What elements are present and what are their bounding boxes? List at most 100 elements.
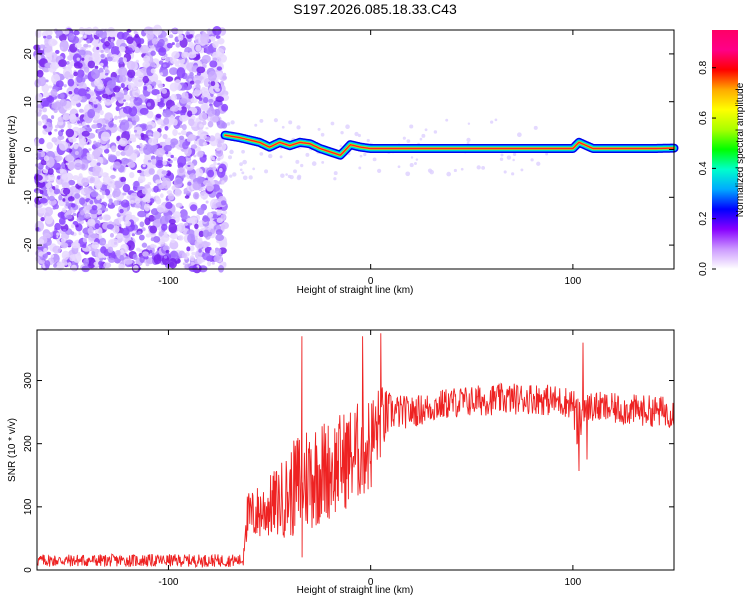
spectrogram-noise-dot [52,235,57,240]
spectrogram-noise-dot [155,113,162,119]
spectrogram-noise-dot [184,146,192,157]
spectrogram-noise-dot [168,218,176,225]
spectrogram-noise-dot [133,129,137,133]
spectrogram-faint-dot [545,152,549,156]
spectrogram-noise-dot [74,162,82,171]
spectrogram-noise-dot [129,200,135,204]
spectrogram-noise-dot [58,194,63,201]
spectrogram-noise-dot [204,241,211,247]
spectrogram-noise-dot [161,255,170,266]
spectrogram-noise-dot [207,260,212,267]
spectrogram-noise-dot [104,72,109,76]
spectrogram-noise-dot [54,128,58,132]
snr-x-label: Height of straight line (km) [297,585,414,596]
spectrogram-faint-dot [333,177,337,181]
spectrogram-noise-dot [212,57,218,62]
spectrogram-noise-dot [152,130,160,139]
spectrogram-noise-dot [82,243,87,248]
spectrogram-noise-dot [150,145,158,153]
spectrogram-noise-dot [89,159,98,168]
spectrogram-noise-dot [177,155,187,167]
spectrogram-noise-dot [219,168,223,173]
spectrogram-noise-dot [72,212,77,216]
spectrogram-noise-dot [69,113,77,124]
spectrogram-noise-dot [216,147,221,151]
spectrogram-noise-dot [73,71,78,77]
spectrogram-noise-dot [153,254,162,265]
spectrogram-noise-dot [158,38,165,47]
spectrogram-noise-dot [150,61,156,68]
spectrogram-noise-dot [96,162,101,167]
spectrogram-noise-dot [45,182,52,189]
spectrogram-noise-dot [216,166,226,178]
spectrogram-noise-dot [214,248,222,255]
spectrogram-noise-dot [186,246,191,252]
spectrogram-y-ticks: -20 -10 0 10 20 [23,48,674,252]
spectrogram-noise-dot [60,93,65,99]
spectrogram-noise-dot [69,254,75,262]
spectrogram-noise-dot [37,207,46,214]
spectrogram-noise-dot [212,25,222,36]
spectrogram-noise-dot [52,245,62,254]
spectrogram-noise-dot [60,129,65,133]
spectrogram-noise-dot [222,210,228,215]
spectrogram-faint-dot [402,136,406,140]
spectrogram-noise-dot [124,220,132,227]
spectrogram-noise-dot [194,223,199,230]
spectrogram-noise-dot [48,85,53,89]
spectrogram-faint-dot [273,118,278,123]
spectrogram-noise-dot [171,51,180,59]
spectrogram-noise-dot [215,96,225,103]
spectrogram-noise-dot [108,120,114,128]
spectrogram-faint-dot [268,153,273,159]
spectrogram-noise-dot [52,71,56,76]
spectrogram-faint-dot [340,130,344,135]
spectrogram-noise-dot [162,133,168,140]
spectrogram-noise-dot [126,131,130,135]
spectrogram-noise-dot [60,242,69,249]
spectrogram-noise-dot [178,135,185,140]
spectrogram-faint-dot [242,159,247,165]
spectrogram-noise-dot [110,174,116,180]
spectrogram-noise-dot [165,201,173,210]
spectrogram-noise-dot [133,97,143,106]
spectrogram-noise-dot [141,242,148,248]
spectrogram-noise-dot [122,192,127,196]
spectrogram-faint-dot [410,156,414,159]
spectrogram-noise-dot [100,131,111,142]
spectrogram-noise-dot [108,198,113,204]
spectrogram-faint-dot [357,133,361,138]
spectrogram-noise-dot [80,209,85,216]
spectrogram-noise-dot [164,125,169,131]
spectrogram-noise-dot [150,68,156,74]
spectrogram-noise-dot [142,164,146,168]
spectrogram-noise-dot [156,118,165,125]
spectrogram-noise-dot [39,44,46,49]
colorbar-ticks: 0.0 0.2 0.4 0.6 0.8 [698,60,716,276]
spectrogram-noise-dot [55,155,63,161]
spectrogram-noise-dot [142,75,150,84]
spectrogram-faint-dot [317,127,321,131]
spectrogram-y-tick-label: -20 [23,237,34,252]
spectrogram-noise-dot [102,214,111,221]
spectrogram-noise-dot [201,87,210,98]
spectrogram-noise-dot [208,98,214,103]
spectrogram-noise-dot [85,204,92,211]
spectrogram-faint-dot [288,120,293,125]
spectrogram-noise-dot [187,110,193,118]
spectrogram-noise-dot [181,216,185,220]
spectrogram-noise-dot [67,262,72,267]
spectrogram-noise-dot [193,88,201,97]
spectrogram-noise-dot [139,38,145,45]
spectrogram-faint-dot [445,118,449,122]
spectrogram-noise-dot [140,67,147,74]
spectrogram-noise-dot [174,188,182,197]
spectrogram-noise-dot [206,28,212,35]
spectrogram-faint-dot [339,144,342,148]
spectrogram-noise-dot [133,30,138,35]
spectrogram-noise-dot [53,203,59,210]
colorbar-tick-label: 0.4 [698,161,709,175]
spectrogram-noise-dot [104,112,114,122]
spectrogram-noise-dot [49,62,60,70]
spectrogram-noise-dot [168,222,178,234]
